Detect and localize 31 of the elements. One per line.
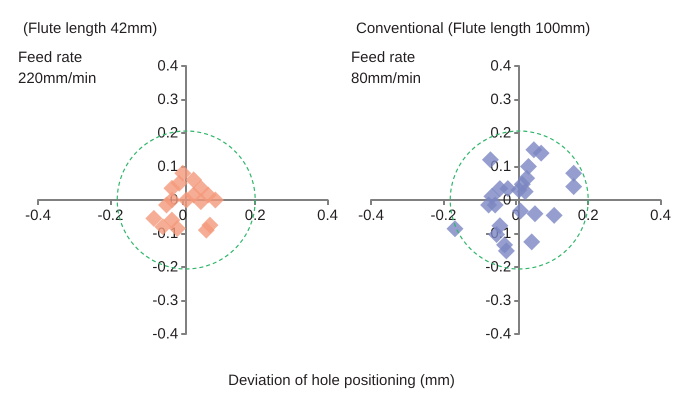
y-tick-label: 0 <box>170 192 178 208</box>
x-tick-label: 0.4 <box>317 207 338 224</box>
y-tick-label: -0.4 <box>152 326 178 342</box>
x-tick-label: -0.4 <box>25 207 51 224</box>
x-tick-label: 0.2 <box>578 207 599 224</box>
y-tick-label: 0.3 <box>490 91 512 108</box>
annotation: 80mm/min <box>351 70 422 87</box>
x-tick-label: -0.2 <box>430 207 456 224</box>
x-tick-label: -0.4 <box>358 207 384 224</box>
x-axis-title: Deviation of hole positioning (mm) <box>227 372 456 389</box>
y-tick-label: 0.4 <box>157 58 178 74</box>
text: Feed rate <box>351 49 416 66</box>
text: Feed rate <box>18 49 82 66</box>
y-tick-label: 0.1 <box>157 158 178 175</box>
y-tick-label: 0.2 <box>490 124 512 142</box>
x-tick-label: -0.2 <box>97 207 124 224</box>
y-tick-label: 0.1 <box>490 158 512 175</box>
y-tick-label: -0.2 <box>485 258 512 276</box>
annotation: 220mm/min <box>18 70 96 87</box>
y-tick-label: -0.2 <box>152 258 178 276</box>
chart-title: (Flute length 42mm) <box>23 20 158 37</box>
x-tick-label: 0.4 <box>650 207 672 224</box>
x-tick-label: 0.2 <box>244 207 266 224</box>
y-tick-label: 0.4 <box>490 58 512 74</box>
y-tick-label: -0.3 <box>485 292 512 309</box>
y-tick-label: -0.4 <box>485 326 512 342</box>
chart-title: Conventional (Flute length 100mm) <box>356 20 590 37</box>
y-tick-label: 0.3 <box>157 91 178 108</box>
y-tick-label: 0.2 <box>157 124 178 142</box>
y-tick-label: -0.3 <box>152 292 178 309</box>
y-tick-label: -0.1 <box>152 225 178 242</box>
